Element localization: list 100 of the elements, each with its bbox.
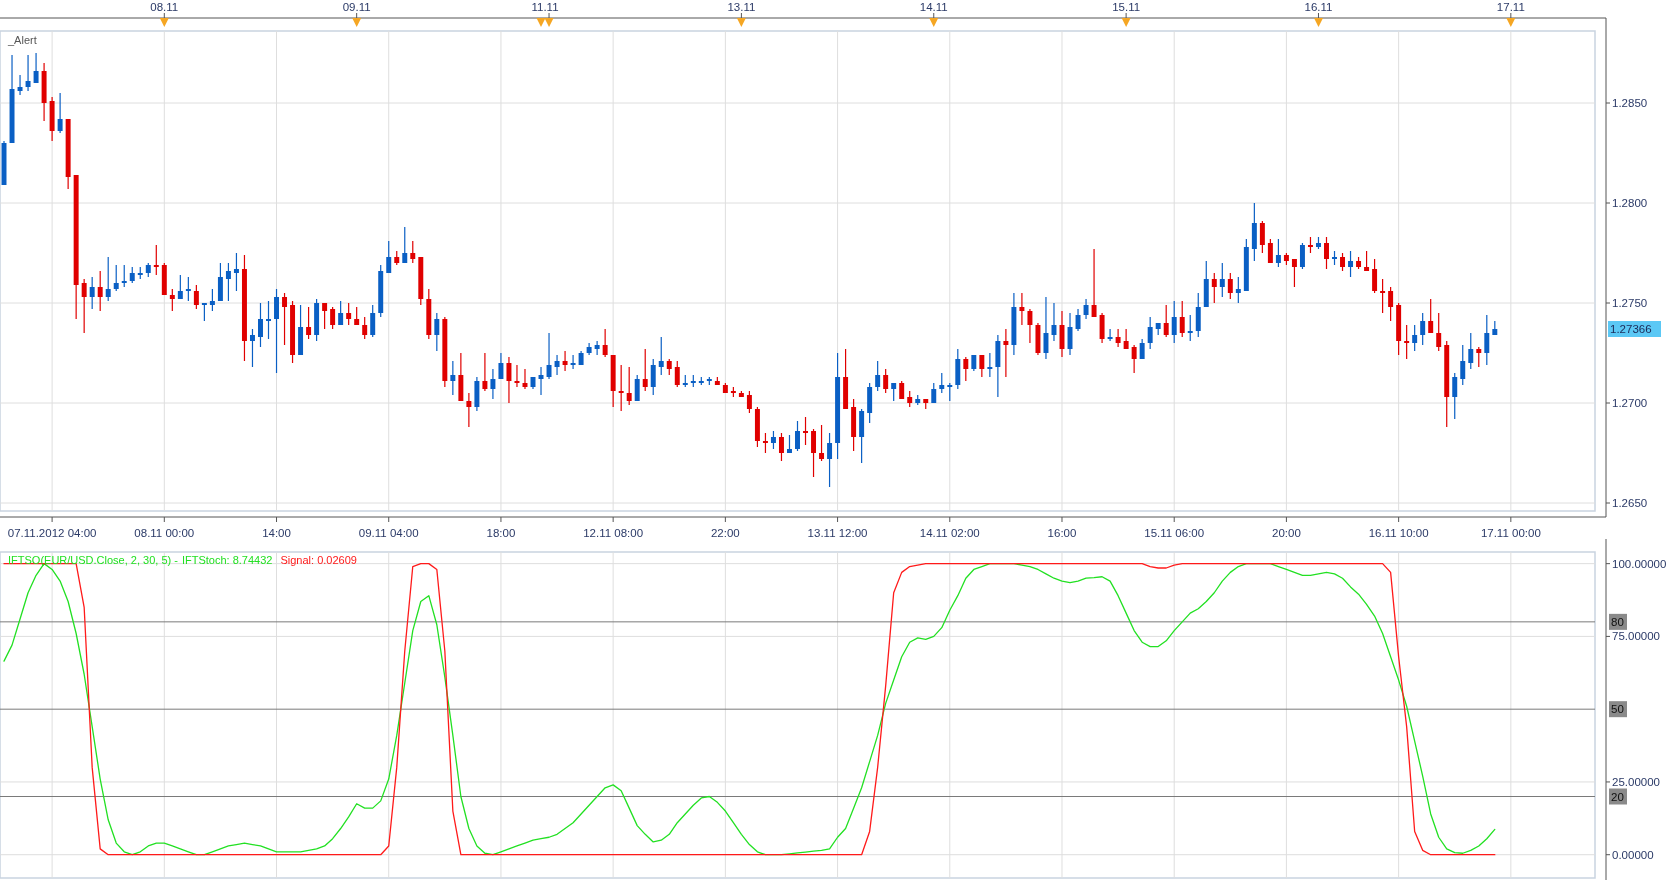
- x-tick-label: 20:00: [1272, 527, 1301, 539]
- candlestick: [1019, 292, 1025, 326]
- candlestick: [1324, 236, 1329, 270]
- candlestick: [466, 392, 472, 428]
- candlestick: [642, 348, 648, 392]
- x-tick-label: 13.11 12:00: [807, 527, 868, 539]
- x-tick-label: 14.11 02:00: [919, 527, 980, 539]
- candlestick: [233, 252, 239, 292]
- candlestick: [434, 312, 440, 352]
- candlestick: [570, 354, 576, 370]
- candlestick: [1107, 328, 1113, 342]
- text: 11.11: [531, 1, 559, 13]
- candlestick: [674, 360, 680, 388]
- candlestick: [1388, 286, 1394, 322]
- text: 17.11: [1496, 1, 1525, 13]
- candlestick: [498, 352, 504, 380]
- candlestick: [81, 278, 87, 334]
- candlestick: [113, 264, 119, 292]
- candlestick: [370, 304, 376, 338]
- candlestick: [266, 300, 271, 340]
- x-tick-label: 22:00: [710, 527, 740, 539]
- candlestick: [362, 316, 368, 340]
- candlestick: [153, 244, 159, 276]
- text: 08.11: [150, 1, 179, 13]
- candlestick: [562, 350, 568, 372]
- candlestick: [1083, 298, 1089, 320]
- ref-line-label: 20: [1611, 790, 1624, 803]
- candlestick: [594, 340, 600, 356]
- candlestick: [634, 374, 640, 402]
- ref-line-label: 50: [1611, 703, 1624, 716]
- candlestick: [330, 306, 336, 330]
- candlestick: [1163, 304, 1169, 338]
- annotation: _Alert: [7, 34, 37, 46]
- candlestick: [658, 336, 664, 376]
- candlestick: [121, 264, 127, 288]
- x-tick-label: 16.11 10:00: [1368, 527, 1429, 539]
- candlestick: [193, 284, 199, 310]
- candlestick: [25, 54, 31, 92]
- candlestick: [1195, 292, 1201, 338]
- candlestick: [1187, 314, 1193, 342]
- x-tick-label: 08.11 00:00: [134, 527, 195, 539]
- candlestick: [57, 92, 63, 134]
- x-tick-label: 09.11 04:00: [358, 527, 419, 539]
- candlestick: [97, 270, 103, 312]
- candlestick: [875, 360, 881, 392]
- candlestick: [1468, 332, 1474, 370]
- candlestick: [987, 352, 993, 378]
- y-tick-label: 1.2650: [1612, 497, 1648, 510]
- candlestick: [626, 366, 632, 406]
- candlestick: [386, 240, 392, 274]
- candlestick: [225, 262, 231, 302]
- candlestick: [1235, 276, 1241, 304]
- candlestick: [883, 368, 889, 394]
- candlestick: [554, 354, 560, 376]
- candlestick: [1043, 296, 1049, 360]
- y-tick-label: 1.2700: [1612, 397, 1648, 410]
- candlestick: [33, 52, 39, 84]
- x-tick-label: 12.11 08:00: [583, 527, 644, 539]
- candlestick: [1211, 272, 1217, 304]
- candlestick: [1436, 312, 1442, 352]
- candlestick: [506, 356, 512, 404]
- candlestick: [827, 432, 833, 488]
- text: 15.11: [1112, 1, 1141, 13]
- candlestick: [1179, 300, 1185, 338]
- text: 09.11: [342, 1, 371, 13]
- candlestick: [105, 256, 111, 302]
- candlestick: [819, 424, 825, 462]
- candlestick: [306, 306, 312, 340]
- candlestick: [402, 226, 408, 264]
- x-tick-label: 07.11.2012 04:00: [7, 527, 97, 539]
- candlestick: [1420, 312, 1426, 346]
- candlestick: [1259, 220, 1265, 254]
- candlestick: [1075, 308, 1081, 332]
- candlestick: [803, 416, 808, 446]
- candlestick: [963, 356, 969, 382]
- candlestick: [1099, 312, 1105, 344]
- text: 13.11: [727, 1, 756, 13]
- candlestick: [258, 302, 263, 348]
- candlestick: [1452, 372, 1458, 420]
- text: IFTStoch: 8.74432: [181, 554, 273, 566]
- candlestick: [322, 302, 328, 330]
- candlestick: [811, 428, 817, 478]
- candlestick: [282, 292, 288, 346]
- candlestick: [979, 354, 985, 378]
- candlestick: [1404, 324, 1410, 360]
- candlestick: [1372, 258, 1378, 294]
- candlestick: [618, 364, 624, 412]
- candlestick: [1219, 262, 1225, 298]
- chart-title: IFTSO(EUR/USD.Close, 2, 30, 5) -: [8, 554, 179, 566]
- x-tick-label: 15.11 06:00: [1144, 527, 1205, 539]
- candlestick: [1348, 250, 1354, 278]
- y-tick-label: 0.00000: [1612, 848, 1654, 861]
- candlestick: [1027, 308, 1033, 344]
- y-tick-label: 25.00000: [1612, 775, 1660, 788]
- candlestick: [538, 366, 544, 396]
- x-tick-label: 17.11 00:00: [1480, 527, 1541, 539]
- candlestick: [1115, 328, 1121, 348]
- x-tick-label: 16:00: [1047, 527, 1077, 539]
- y-tick-label: 100.00000: [1612, 557, 1667, 570]
- candlestick: [1428, 298, 1434, 334]
